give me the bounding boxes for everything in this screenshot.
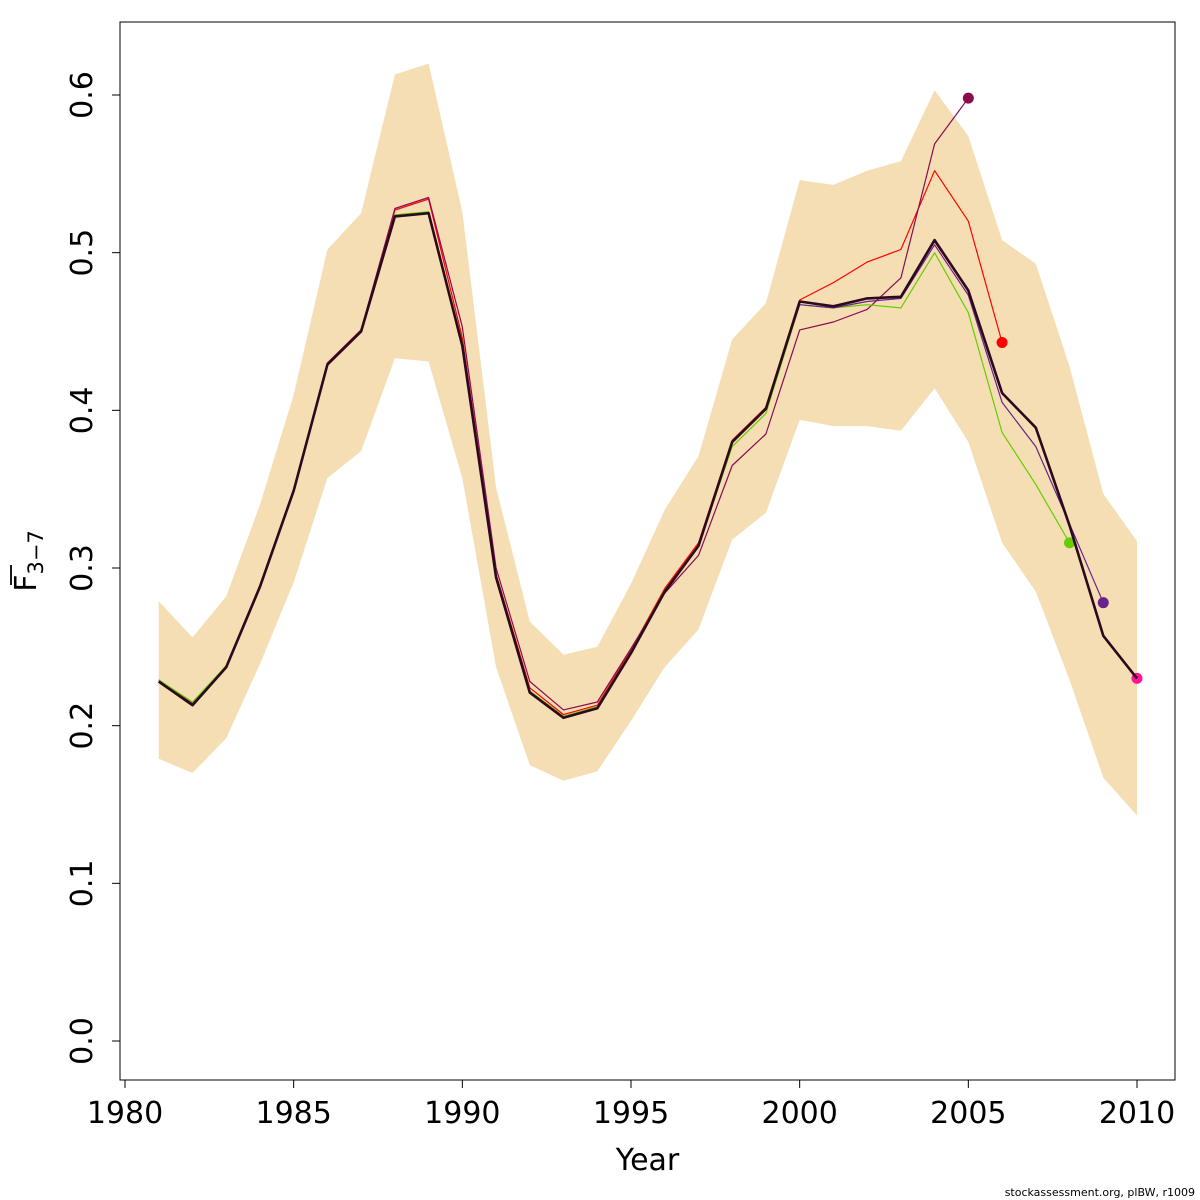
confidence-band	[158, 63, 1137, 816]
x-tick-label-2010: 2010	[1099, 1096, 1175, 1131]
x-tick-label-1980: 1980	[87, 1096, 163, 1131]
x-tick-label-1990: 1990	[424, 1096, 500, 1131]
series-layer	[157, 92, 1143, 720]
y-tick-label-0.6: 0.6	[65, 71, 100, 119]
y-tick-label-0.5: 0.5	[65, 229, 100, 277]
y-axis-title-text: F3−7	[9, 530, 48, 592]
footer-credit: stockassessment.org, plBW, r1009	[1005, 1186, 1195, 1199]
x-axis-title: Year	[615, 1143, 680, 1178]
x-tick-label-1985: 1985	[255, 1096, 331, 1131]
series-line-6	[157, 211, 1139, 720]
series-end-point-3	[1064, 537, 1076, 549]
y-axis-title: F3−7	[9, 530, 48, 592]
series-end-point-4	[1097, 597, 1109, 609]
x-tick-label-2005: 2005	[930, 1096, 1006, 1131]
confidence-band-layer	[158, 63, 1137, 816]
y-tick-label-0.0: 0.0	[65, 1017, 100, 1065]
y-tick-label-0.2: 0.2	[65, 702, 100, 750]
y-axis: 0.0 0.1 0.2 0.3 0.4 0.5 0.6	[65, 71, 121, 1065]
y-tick-label-0.4: 0.4	[65, 386, 100, 434]
series-end-point-2	[962, 92, 974, 104]
x-axis: 1980 1985 1990 1995 2000 2005 2010	[87, 1079, 1175, 1131]
series-end-point-1	[996, 337, 1008, 349]
x-tick-label-1995: 1995	[593, 1096, 669, 1131]
y-tick-label-0.3: 0.3	[65, 544, 100, 592]
y-axis-title-main: F	[9, 575, 44, 592]
x-tick-label-2000: 2000	[761, 1096, 837, 1131]
y-axis-title-subscript: 3−7	[24, 530, 48, 574]
y-tick-label-0.1: 0.1	[65, 859, 100, 907]
